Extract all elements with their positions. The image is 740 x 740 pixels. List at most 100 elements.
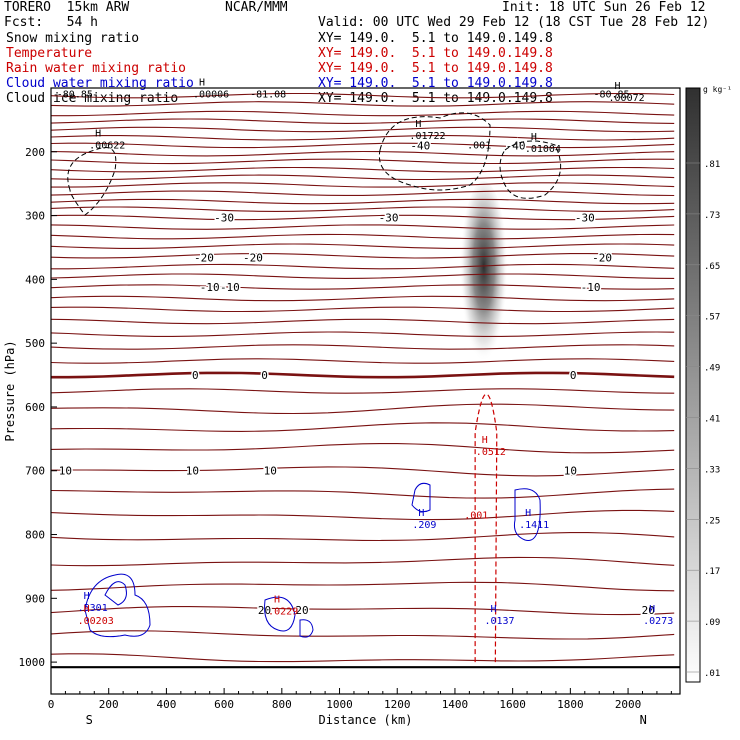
edge-label: -81.08 xyxy=(250,90,286,101)
isotherm-line xyxy=(50,273,675,279)
xy-cloud-water: XY= 149.0. 5.1 to 149.0.149.8 xyxy=(318,76,553,91)
isotherm-line xyxy=(51,110,675,117)
x-tick-label: 1800 xyxy=(557,698,584,711)
x-tick-label: 2000 xyxy=(615,698,642,711)
x-tick-label: 800 xyxy=(272,698,292,711)
maximum-marker: H xyxy=(415,119,421,130)
isotherm-label: 0 xyxy=(192,369,199,382)
isotherm-line xyxy=(50,653,675,663)
y-axis-label: Pressure (hPa) xyxy=(3,340,17,441)
isotherm-label: 10 xyxy=(59,465,72,478)
y-tick-label: 200 xyxy=(25,146,45,159)
x-tick-label: 0 xyxy=(48,698,55,711)
colorbar-tick-label: .17 xyxy=(704,567,720,577)
maximum-marker: H xyxy=(615,81,621,92)
isotherm-label: -10 xyxy=(200,281,220,294)
isotherm-line xyxy=(50,509,675,521)
y-tick-label: 400 xyxy=(25,273,45,286)
xy-cloud-ice: XY= 149.0. 5.1 to 149.0.149.8 xyxy=(318,91,553,106)
isotherm-label: -20 xyxy=(243,252,263,265)
init-time: Init: 18 UTC Sun 26 Feb 12 xyxy=(502,0,706,15)
isotherm-line xyxy=(50,253,675,259)
maximum-value: .00622 xyxy=(89,141,125,152)
field-temperature: Temperature xyxy=(6,46,93,61)
isotherm-line xyxy=(50,422,675,432)
colorbar-tick-label: .01 xyxy=(704,669,720,679)
x-tick-label: 400 xyxy=(156,698,176,711)
maximum-value: .5301 xyxy=(78,603,108,614)
maximum-marker: H xyxy=(274,594,280,605)
y-tick-label: 1000 xyxy=(19,656,46,669)
model-title: TORERO 15km ARW xyxy=(4,0,130,15)
field-snow: Snow mixing ratio xyxy=(6,31,140,46)
colorbar-tick-label: .41 xyxy=(704,415,720,425)
isotherm-line xyxy=(50,118,675,124)
isotherm-line xyxy=(50,295,675,302)
cloud-water-contour xyxy=(84,573,151,638)
colorbar-unit: g kg⁻¹ xyxy=(703,85,732,94)
colorbar-tick-label: .57 xyxy=(704,313,720,323)
isotherm-line xyxy=(50,150,675,157)
colorbar-tick-label: .49 xyxy=(704,364,720,374)
south-label: S xyxy=(86,713,93,727)
xy-rain: XY= 149.0. 5.1 to 149.0.149.8 xyxy=(318,61,553,76)
isotherm-label: -10 xyxy=(581,281,601,294)
maximum-value: .209 xyxy=(412,520,436,531)
isotherm-line xyxy=(50,358,675,364)
isotherm-label: 0 xyxy=(261,369,268,382)
y-tick-label: 900 xyxy=(25,592,45,605)
cloud-water-contour xyxy=(514,488,541,541)
isotherm-label: -20 xyxy=(194,252,214,265)
colorbar xyxy=(685,87,701,683)
isotherm-line xyxy=(51,371,675,379)
maximum-marker: H xyxy=(418,508,424,519)
maximum-value: .0229 xyxy=(268,606,298,617)
isotherm-line xyxy=(50,126,675,133)
colorbar-tick-label: .73 xyxy=(704,211,720,221)
colorbar-tick-label: .81 xyxy=(704,160,720,170)
maximum-value: .01004 xyxy=(525,144,561,155)
isotherm-line xyxy=(50,403,675,415)
x-axis-label: Distance (km) xyxy=(319,713,413,727)
isotherm-line xyxy=(50,142,675,149)
isotherm-label: -30 xyxy=(575,211,595,224)
maximum-value: .0512 xyxy=(476,447,506,458)
maximum-value: .00203 xyxy=(78,616,114,627)
ice-contour xyxy=(499,140,562,199)
isotherm-label: -40 xyxy=(506,139,526,152)
ice-contour xyxy=(378,112,491,191)
maximum-value: .0273 xyxy=(643,616,673,627)
maximum-marker: H xyxy=(490,604,496,615)
x-tick-label: 1600 xyxy=(499,698,526,711)
isotherm-line xyxy=(50,166,675,173)
field-rain: Rain water mixing ratio xyxy=(6,61,187,76)
plot-frame xyxy=(50,87,681,695)
isotherm-line xyxy=(50,233,675,240)
x-tick-label: 1400 xyxy=(442,698,469,711)
maximum-marker: H xyxy=(84,604,90,615)
rain-contour xyxy=(474,393,498,663)
edge-label: -80.85 xyxy=(57,90,93,101)
isotherm-line xyxy=(50,606,675,616)
isotherm-label: 10 xyxy=(264,465,277,478)
maximum-marker: H xyxy=(649,604,655,615)
isotherm-line xyxy=(51,182,675,188)
isotherm-line xyxy=(50,224,675,230)
isotherm-line xyxy=(51,263,675,270)
x-tick-label: 1000 xyxy=(326,698,353,711)
isotherm-label: 10 xyxy=(564,465,577,478)
xy-temperature: XY= 149.0. 5.1 to 149.0.149.8 xyxy=(318,46,553,61)
maximum-value: .001 xyxy=(464,511,488,522)
y-tick-label: 500 xyxy=(25,337,45,350)
maximum-marker: H xyxy=(531,132,537,143)
isotherm-line xyxy=(50,158,675,165)
isotherm-line xyxy=(50,206,675,212)
colorbar-tick-label: .65 xyxy=(704,262,720,272)
maximum-marker: H xyxy=(84,591,90,602)
maximum-value: .0137 xyxy=(484,616,514,627)
cloud-water-contour xyxy=(411,482,431,513)
isotherm-line xyxy=(50,190,675,197)
valid-time: Valid: 00 UTC Wed 29 Feb 12 (18 CST Tue … xyxy=(318,15,710,30)
isotherm-line xyxy=(50,135,675,141)
